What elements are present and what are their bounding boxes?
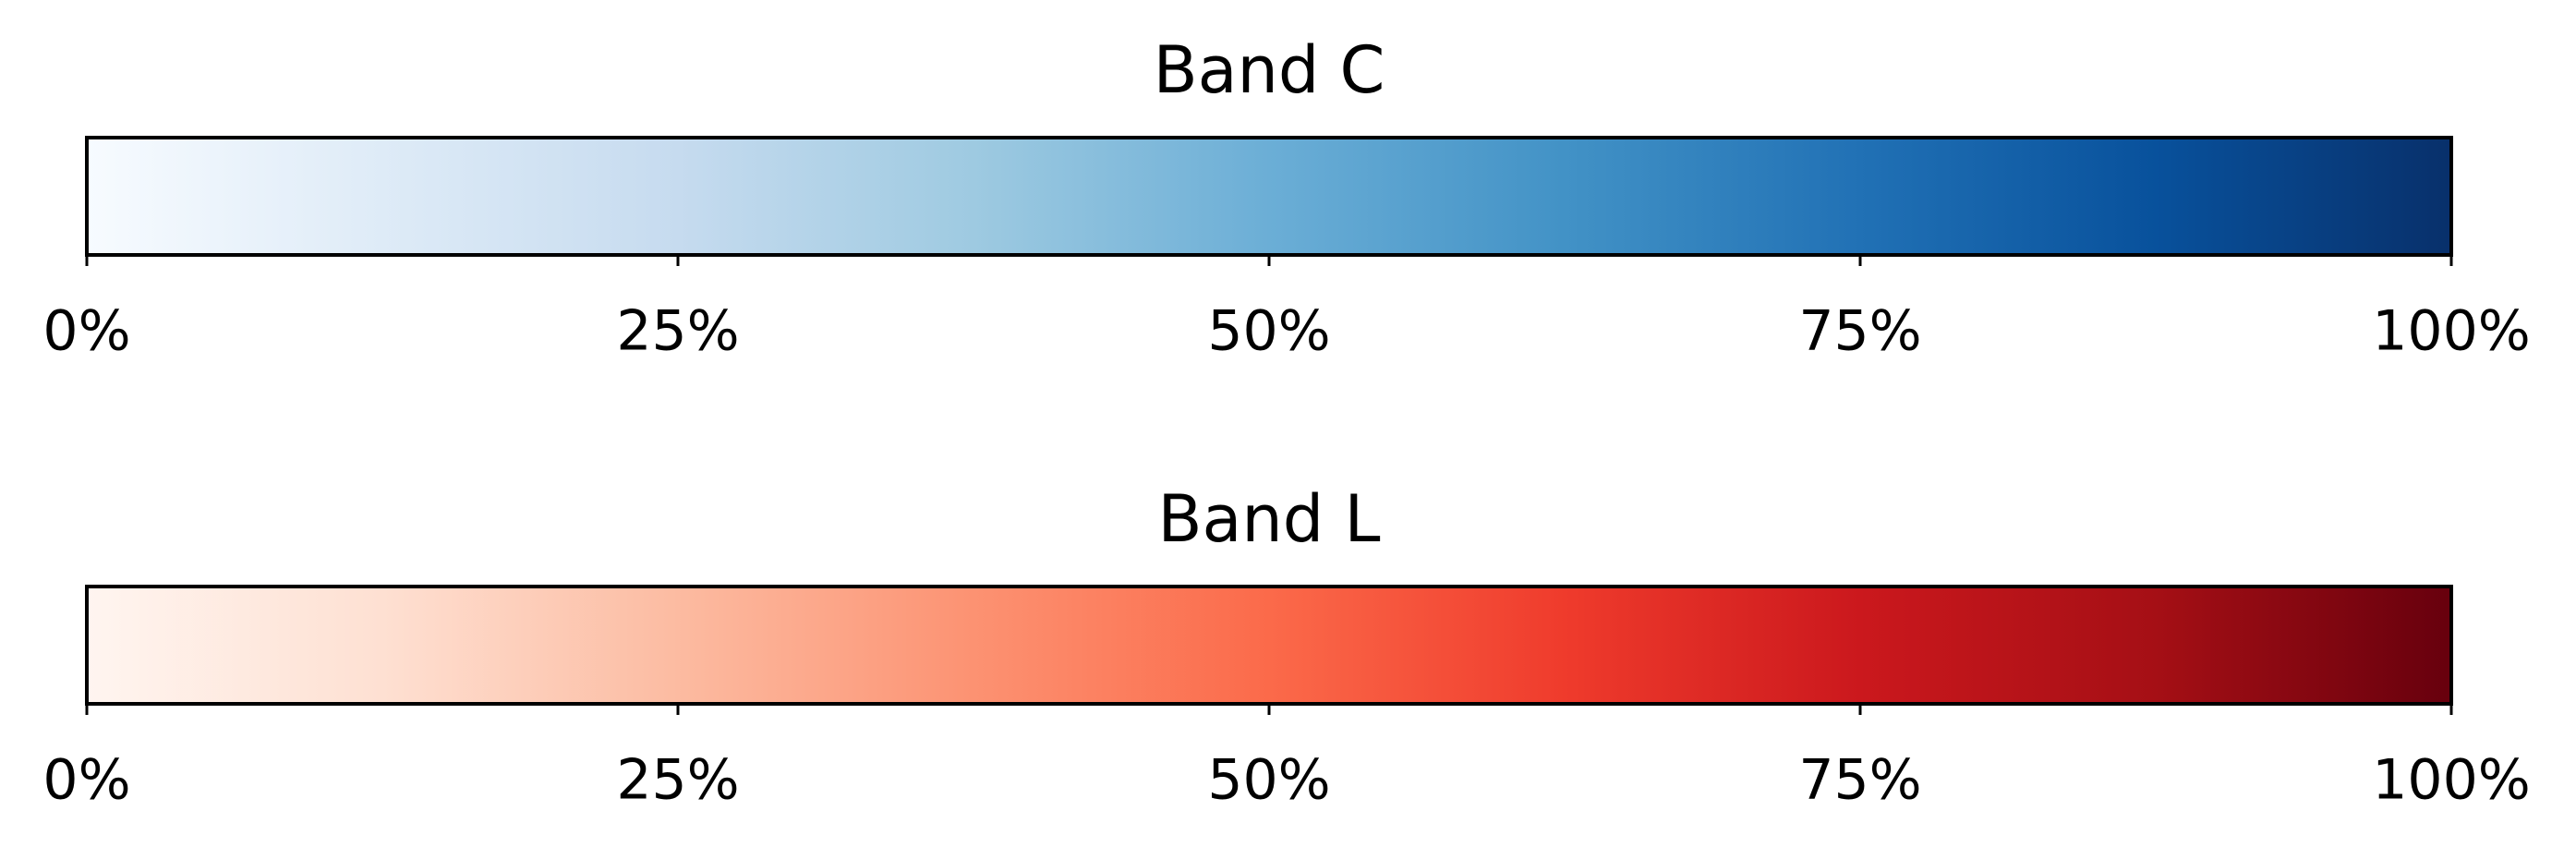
x-tick-label: 100% [2372,748,2531,813]
colorbar [85,136,2453,257]
x-tick-label: 50% [1207,299,1330,364]
chart-title: Band L [1158,481,1381,557]
x-tick-label: 50% [1207,748,1330,813]
x-tick-label: 0% [42,748,130,813]
x-tick-label: 75% [1798,748,1921,813]
x-tick-label: 0% [42,299,130,364]
colorbar [85,585,2453,706]
x-tick-label: 25% [616,748,739,813]
chart-title: Band C [1154,32,1385,108]
x-tick-label: 75% [1798,299,1921,364]
x-tick-label: 100% [2372,299,2531,364]
x-tick-label: 25% [616,299,739,364]
